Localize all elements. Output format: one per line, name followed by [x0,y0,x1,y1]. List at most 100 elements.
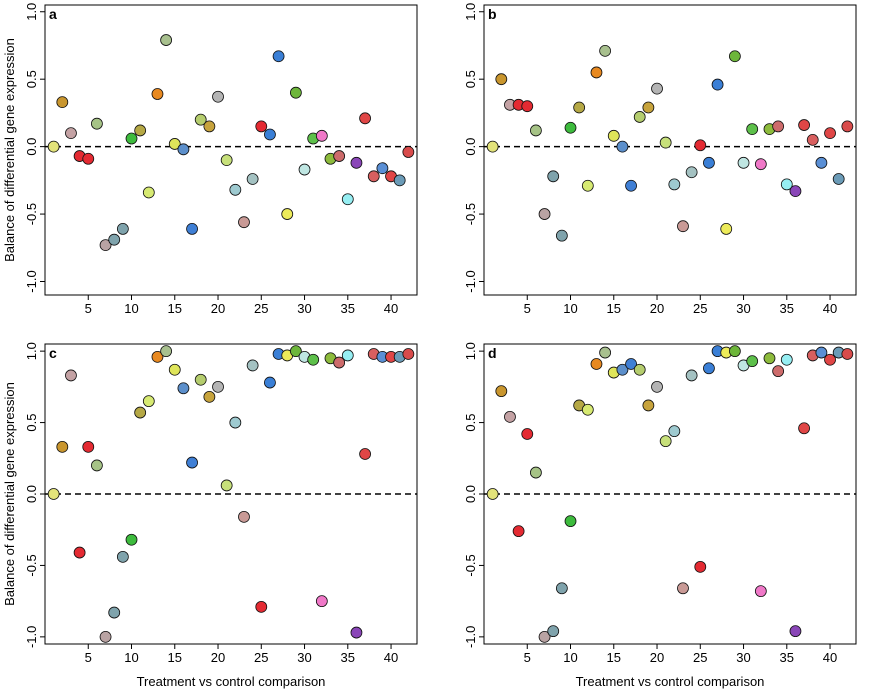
data-point [134,406,147,419]
x-tick-label: 25 [693,301,707,316]
data-point [255,120,268,133]
data-point [616,363,629,376]
data-point [772,365,785,378]
data-point [668,425,681,438]
panel-letter: b [488,6,497,22]
data-point [824,353,836,366]
data-point [590,358,603,370]
data-point [194,113,207,126]
data-point [56,96,69,109]
x-tick-label: 15 [168,301,182,316]
data-point [754,158,767,171]
y-tick-label: 0.5 [24,414,39,432]
data-point [91,459,103,472]
data-point [789,625,802,638]
data-point [590,66,603,79]
data-point [642,399,655,412]
y-tick-label: 0.5 [463,70,478,88]
data-point [194,373,207,386]
data-point [677,582,689,595]
data-point [616,140,629,153]
data-point [186,456,198,469]
data-point [625,358,637,370]
x-axis-label: Treatment vs control comparison [137,674,326,689]
y-tick-label: -0.5 [24,554,39,576]
x-tick-label: 25 [693,650,707,665]
data-point [651,380,663,393]
x-tick-label: 5 [524,301,531,316]
x-tick-label: 15 [168,650,182,665]
data-point [798,422,810,435]
data-point [298,163,311,176]
data-point [746,355,759,368]
data-point [720,223,733,235]
data-point [547,170,560,183]
panel-c: c -1.0 -0.5 0.0 0.5 1.0 5 10 15 20 25 30 35 40 Treatme… [2,342,418,689]
panel-a: a -1.0 -0.5 0.0 0.5 1.0 5 10 15 20 25 30 35 40 Balance… [2,3,418,316]
x-tick-label: 35 [780,650,794,665]
y-tick-label: -1.0 [463,270,478,292]
data-point [512,525,525,538]
data-point [521,100,534,113]
plot-frame [44,4,418,296]
data-point [754,585,767,598]
data-point [694,139,707,152]
data-point [47,140,60,153]
data-point [651,82,663,95]
x-tick-label: 10 [124,650,138,665]
data-point [134,124,147,137]
panel-d: d -1.0 -0.5 0.0 0.5 1.0 5 10 15 20 25 30 35 40 Treatme… [463,342,857,689]
data-point [238,216,250,229]
x-tick-label: 35 [341,301,355,316]
data-point [402,146,415,158]
y-tick-label: 0.0 [463,485,478,503]
data-point [341,349,354,362]
data-point [56,440,69,453]
y-tick-label: -1.0 [463,626,478,648]
x-tick-label: 30 [736,301,750,316]
data-point [203,390,216,403]
data-point [333,356,346,369]
data-point [521,428,534,440]
data-point [142,395,155,408]
data-point [177,143,190,156]
data-point [229,416,242,429]
data-point [538,208,551,220]
plot-frame [483,4,857,296]
panel-b: b -1.0 -0.5 0.0 0.5 1.0 5 10 15 20 25 30 35 40 [463,3,857,316]
y-tick-label: -0.5 [463,554,478,576]
data-point [746,123,759,135]
data-point [220,479,233,492]
data-point [65,369,77,382]
x-tick-label: 5 [524,650,531,665]
data-point [728,345,741,358]
x-axis-label: Treatment vs control comparison [576,674,765,689]
data-point [685,166,698,179]
data-point [547,625,560,638]
panel-letter: c [49,345,57,361]
data-point [246,173,259,185]
data-point [246,359,259,372]
y-axis-label: Balance of differential gene expression [2,382,17,606]
data-point [203,120,216,133]
data-point [677,220,689,233]
data-point [116,223,129,235]
data-point [73,546,86,559]
data-point [168,363,181,376]
x-tick-label: 40 [384,650,398,665]
x-tick-label: 20 [650,650,664,665]
data-point [659,136,672,149]
x-tick-label: 40 [384,301,398,316]
x-tick-label: 40 [823,301,837,316]
y-tick-label: 0.5 [463,414,478,432]
x-tick-label: 15 [607,301,621,316]
data-point [142,186,155,199]
data-point [625,179,637,192]
data-point [564,121,577,134]
y-tick-label: -0.5 [463,203,478,225]
panel-letter: a [49,6,57,22]
x-tick-label: 5 [85,301,92,316]
data-point [824,127,836,140]
data-point [495,73,508,86]
y-tick-label: 0.5 [24,70,39,88]
